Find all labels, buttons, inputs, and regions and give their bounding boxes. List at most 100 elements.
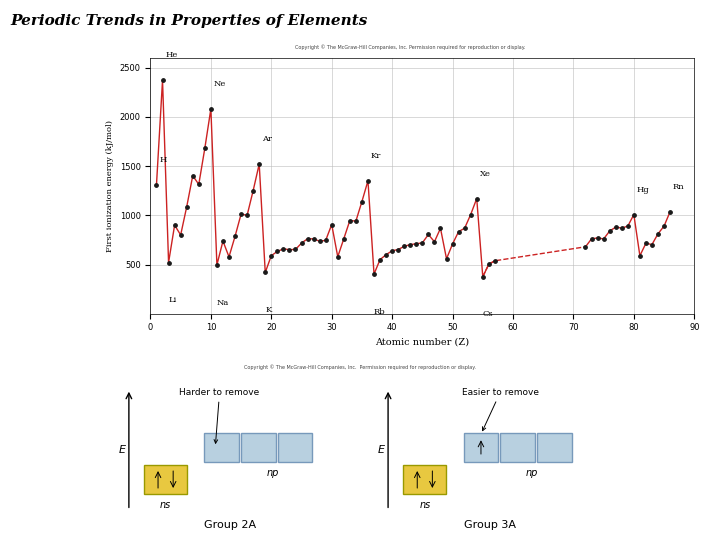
Text: Periodic Trends in Properties of Elements: Periodic Trends in Properties of Element… [11,14,368,28]
Text: Rn: Rn [673,183,685,191]
Point [235,210,247,219]
Point [320,236,331,245]
Point [598,234,609,243]
Point [622,222,634,231]
Point [586,234,598,243]
Point [302,234,313,243]
Point [362,177,374,185]
Point [193,180,204,188]
Point [217,237,229,245]
Point [658,222,670,231]
Point [459,224,470,233]
Text: np: np [266,468,279,478]
Point [634,252,646,260]
Text: Ar: Ar [262,135,272,143]
Point [157,76,168,85]
Point [344,216,356,225]
Text: Harder to remove: Harder to remove [179,388,260,443]
Point [278,245,289,253]
Point [640,239,652,247]
Text: He: He [166,51,178,59]
Point [326,220,338,229]
Text: Na: Na [217,299,229,307]
Point [284,245,295,254]
Text: Hg: Hg [636,186,649,194]
Point [211,261,222,269]
Point [241,211,253,220]
Point [374,255,386,264]
Point [266,251,277,260]
Text: E: E [119,446,126,455]
Point [428,238,440,246]
Bar [500,433,535,462]
Point [289,245,301,254]
Point [169,221,181,230]
Point [453,227,464,236]
Point [465,210,477,219]
Text: Li: Li [168,296,177,304]
Point [163,258,174,267]
Point [483,260,495,268]
Point [610,223,621,232]
Point [441,254,452,263]
Bar [537,433,572,462]
Point [350,217,361,225]
Point [175,231,186,239]
Point [338,234,350,243]
Bar [464,433,498,462]
Text: Easier to remove: Easier to remove [462,388,539,431]
Point [187,171,199,180]
Point [314,237,325,246]
Text: E: E [378,446,385,455]
Point [205,105,217,113]
Point [229,232,240,241]
Bar [278,433,312,462]
Text: ns: ns [419,501,431,510]
Point [477,272,489,281]
Point [647,240,658,249]
Text: K: K [265,306,271,314]
Point [271,247,283,256]
Text: Copyright © The McGraw-Hill Companies, Inc. Permission required for reproduction: Copyright © The McGraw-Hill Companies, I… [295,45,526,50]
Text: Group 3A: Group 3A [464,519,516,530]
Text: np: np [526,468,538,478]
Point [423,230,434,239]
Point [150,180,162,189]
Text: Kr: Kr [371,152,381,160]
Bar [144,465,187,494]
Point [308,234,320,243]
Point [398,242,410,251]
Point [628,210,639,219]
Text: ns: ns [160,501,171,510]
Text: Rb: Rb [374,308,386,316]
Point [665,207,676,216]
Text: Ne: Ne [214,80,226,88]
Point [410,239,422,248]
Point [616,224,628,232]
Point [223,253,235,261]
Text: H: H [159,156,166,164]
Point [652,230,664,238]
Point [471,194,482,203]
Point [380,251,392,259]
Text: Group 2A: Group 2A [204,519,256,530]
Point [199,144,210,153]
Point [417,239,428,247]
Point [604,227,616,235]
Point [356,197,368,206]
Bar [204,433,239,462]
Point [405,240,416,249]
Point [489,256,500,265]
X-axis label: Atomic number (Z): Atomic number (Z) [375,338,469,347]
Point [181,202,192,211]
Point [435,224,446,233]
Point [296,239,307,247]
Point [592,234,603,242]
Point [248,186,259,195]
Text: Copyright © The McGraw-Hill Companies, Inc.  Permission required for reproductio: Copyright © The McGraw-Hill Companies, I… [244,364,476,370]
Bar [241,433,276,462]
Point [580,242,591,251]
Y-axis label: First ionization energy (kJ/mol): First ionization energy (kJ/mol) [106,120,114,252]
Point [387,246,398,255]
Text: Xe: Xe [480,170,490,178]
